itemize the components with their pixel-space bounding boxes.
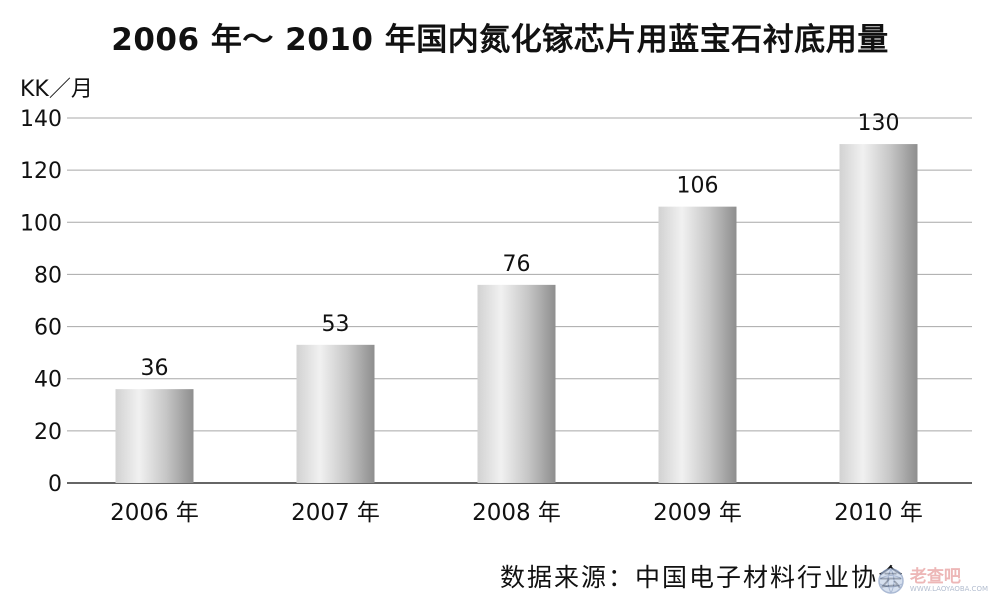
y-tick-label: 100	[20, 211, 62, 236]
chart-title: 2006 年～ 2010 年国内氮化镓芯片用蓝宝石衬底用量	[111, 22, 889, 58]
data-label: 76	[503, 252, 531, 277]
y-tick-label: 20	[34, 420, 62, 445]
watermark-brand: 老查吧	[909, 567, 961, 587]
x-tick-label: 2007 年	[291, 500, 380, 526]
data-label: 130	[858, 111, 900, 136]
x-tick-label: 2009 年	[653, 500, 742, 526]
watermark-url: WWW.LAOYAOBA.COM	[909, 585, 988, 593]
y-tick-label: 140	[20, 107, 62, 132]
bar	[839, 144, 918, 484]
watermark: 老查吧 WWW.LAOYAOBA.COM	[876, 566, 988, 596]
x-tick-label: 2006 年	[110, 500, 199, 526]
globe-icon	[878, 568, 904, 594]
y-tick-label: 0	[48, 472, 62, 497]
y-tick-label: 40	[34, 368, 62, 393]
x-tick-label: 2008 年	[472, 500, 561, 526]
data-label: 106	[677, 174, 719, 199]
data-label: 36	[141, 356, 169, 381]
bar	[115, 389, 194, 483]
y-axis-label: KK／月	[20, 77, 93, 102]
y-tick-label: 120	[20, 159, 62, 184]
bar	[658, 206, 737, 483]
bar	[296, 344, 375, 483]
data-label: 53	[322, 312, 350, 337]
x-tick-label: 2010 年	[834, 500, 923, 526]
source-note: 数据来源：中国电子材料行业协会	[500, 563, 906, 592]
bar	[477, 284, 556, 483]
y-tick-label: 80	[34, 263, 62, 288]
y-tick-label: 60	[34, 316, 62, 341]
